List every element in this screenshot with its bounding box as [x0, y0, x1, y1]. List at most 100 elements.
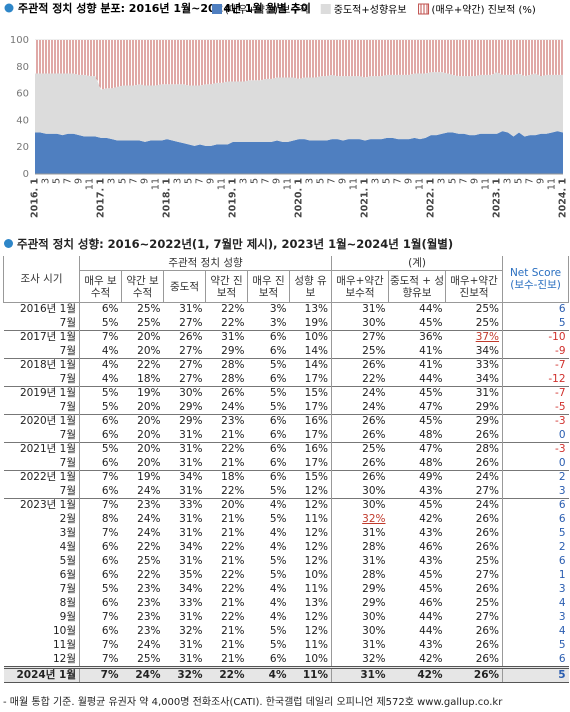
value-cell: 36%: [388, 330, 446, 345]
net-score-cell: 3: [558, 484, 566, 497]
value-cell: 26%: [445, 665, 504, 683]
value-cell: 34%: [179, 541, 203, 553]
value-cell: 5%: [269, 625, 287, 637]
value-cell: 41%: [419, 344, 443, 357]
value-cell: 7%: [79, 470, 122, 485]
x-tick: 2018. 1: [162, 178, 173, 218]
value-cell: 32%: [163, 665, 206, 683]
x-tick: 2017. 1: [96, 178, 107, 218]
value-cell: 6%: [247, 330, 290, 345]
value-cell: 27%: [445, 610, 504, 625]
value-cell: 21%: [221, 456, 245, 469]
table-row: 7월 6% 20% 31% 21% 6% 17% 26% 48% 26% 0: [3, 456, 569, 471]
value-cell: 20%: [137, 456, 161, 469]
value-cell: 15%: [289, 470, 333, 485]
period-cell: 2018년 1월: [3, 358, 80, 373]
value-cell: 22%: [205, 442, 248, 457]
net-score-cell: -12: [548, 372, 566, 385]
net-score-cell: 4: [558, 597, 566, 609]
header-cell: 약간 보수적: [121, 270, 164, 303]
value-cell: 31%: [445, 386, 504, 401]
x-tick-label: 11: [217, 178, 228, 190]
value-cell: 26%: [445, 512, 504, 527]
value-cell: 4%: [269, 583, 287, 595]
value-cell: 4%: [269, 597, 287, 609]
x-tick-label: 5: [448, 178, 459, 184]
value-cell: 31%: [179, 484, 203, 497]
net-score-cell: 1: [558, 569, 566, 581]
x-tick: 11: [85, 178, 96, 190]
x-tick: 9: [338, 178, 349, 184]
value-cell: 25%: [121, 302, 164, 317]
value-cell: 23%: [121, 498, 164, 513]
table-row: 2016년 1월 6% 25% 31% 22% 3% 13% 31% 44% 25% 6: [3, 302, 569, 317]
x-tick: 11: [151, 178, 162, 190]
x-tick-label: 2019. 1: [228, 178, 239, 218]
value-cell: 7%: [79, 665, 122, 683]
value-cell: 31%: [205, 330, 248, 345]
value-cell: 28%: [205, 358, 248, 373]
x-tick-label: 11: [481, 178, 492, 190]
bullet: [4, 3, 14, 13]
x-tick-label: 2023. 1: [492, 178, 503, 218]
value-cell: 28%: [362, 569, 386, 581]
x-tick-label: 5: [52, 178, 63, 184]
value-cell: 15%: [289, 386, 333, 401]
period-cell: 2023년 1월: [3, 498, 80, 513]
value-cell: 21%: [221, 428, 245, 441]
x-tick-label: 3: [371, 178, 382, 184]
value-cell: 24%: [137, 484, 161, 497]
header-cell: 조사 시기: [3, 256, 80, 303]
value-cell: 31%: [179, 555, 203, 567]
value-cell: 26%: [445, 624, 504, 639]
x-tick: 5: [118, 178, 129, 184]
x-tick: 5: [184, 178, 195, 184]
value-cell: 5%: [101, 583, 119, 595]
value-cell: 43%: [419, 639, 443, 651]
value-cell: 6%: [101, 597, 119, 609]
x-tick-label: 2022. 1: [426, 178, 437, 218]
net-score-cell: 0: [558, 428, 566, 441]
net-score-cell: -3: [502, 414, 569, 429]
value-cell: 31%: [331, 302, 389, 317]
x-tick-label: 3: [239, 178, 250, 184]
x-tick-label: 5: [118, 178, 129, 184]
x-tick-label: 5: [250, 178, 261, 184]
value-cell: 6%: [247, 470, 290, 485]
net-score-cell: 5: [502, 665, 569, 683]
x-tick: 3: [503, 178, 514, 184]
value-cell: 22%: [221, 611, 245, 623]
table-row: 7월 5% 23% 34% 22% 4% 11% 29% 45% 26% 3: [3, 582, 569, 597]
table-row: 10월 6% 23% 32% 21% 5% 12% 30% 44% 26% 4: [3, 624, 569, 639]
value-cell: 18%: [137, 372, 161, 385]
value-cell: 26%: [362, 428, 386, 441]
period-cell: 2017년 1월: [3, 330, 80, 345]
x-tick-label: 3: [305, 178, 316, 184]
table-row: 3월 7% 24% 31% 21% 4% 12% 31% 43% 26% 5: [3, 526, 569, 541]
table-row: 12월 7% 25% 31% 21% 6% 10% 32% 42% 26% 6: [3, 652, 569, 667]
value-cell: 45%: [419, 316, 443, 329]
value-cell: 26%: [445, 582, 504, 597]
value-cell: 12%: [289, 540, 333, 555]
x-tick: 11: [217, 178, 228, 190]
value-cell: 5%: [269, 513, 287, 525]
table-row: 2023년 1월 7% 23% 33% 20% 4% 12% 30% 45% 24% 6: [3, 498, 569, 513]
net-score-cell: 5: [558, 316, 566, 329]
value-cell: 28%: [445, 442, 504, 457]
x-tick-label: 7: [393, 178, 404, 184]
value-cell: 31%: [362, 555, 386, 567]
value-cell: 6%: [101, 541, 119, 553]
x-tick: 7: [63, 178, 74, 184]
value-cell: 16%: [289, 414, 333, 429]
x-tick: 9: [404, 178, 415, 184]
value-cell: 3%: [247, 302, 290, 317]
table-row: 7월 5% 25% 27% 22% 3% 19% 30% 45% 25% 5: [3, 316, 569, 331]
value-cell: 4%: [269, 611, 287, 623]
value-cell: 3%: [269, 316, 287, 329]
value-cell: 5%: [269, 569, 287, 581]
period-cell: 2019년 1월: [3, 386, 80, 401]
value-cell: 6%: [269, 428, 287, 441]
x-tick-label: 9: [536, 178, 547, 184]
value-cell: 22%: [221, 484, 245, 497]
value-cell: 31%: [179, 639, 203, 651]
